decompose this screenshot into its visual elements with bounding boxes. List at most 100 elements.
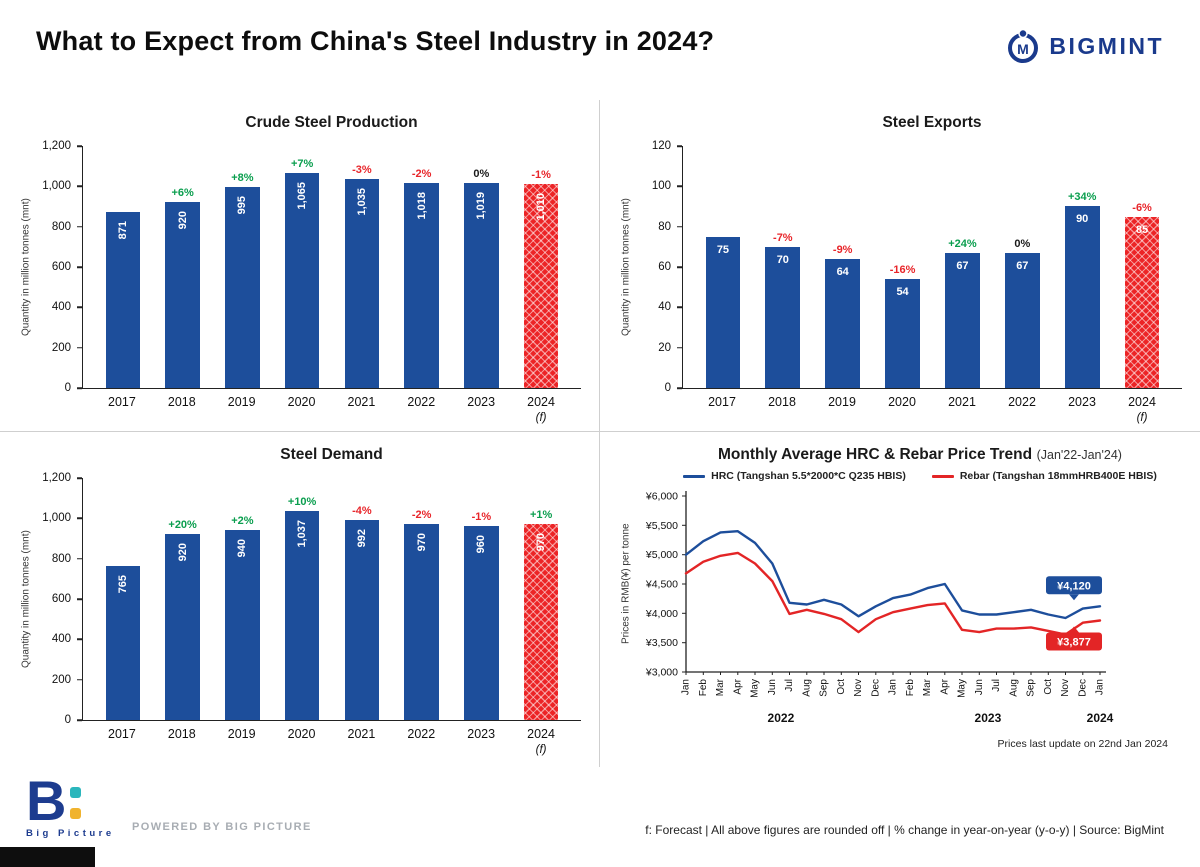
y-tick-label: 800 xyxy=(51,552,71,565)
svg-text:Oct: Oct xyxy=(836,679,847,695)
bar-column: +20% 920 xyxy=(153,478,213,720)
black-bar xyxy=(0,847,95,867)
y-tick-mark xyxy=(77,346,82,349)
y-axis-title: Prices in RMB(¥) per tonne xyxy=(620,523,632,645)
y-axis-title: Quantity in million tonnes (mnt) xyxy=(20,530,32,668)
svg-text:Oct: Oct xyxy=(1043,679,1054,695)
svg-text:Feb: Feb xyxy=(698,679,709,697)
y-tick-label: 100 xyxy=(651,180,671,193)
panel-crude-steel-production: Crude Steel Production Quantity in millio… xyxy=(0,100,600,432)
y-axis: 0 200 400 600 800 1,000 1,200 xyxy=(34,140,82,394)
bar-2021: 67 xyxy=(945,253,980,388)
svg-text:Jul: Jul xyxy=(991,679,1002,692)
x-tick-label: 2024 (f) xyxy=(1112,395,1172,425)
svg-text:Sep: Sep xyxy=(819,679,830,697)
big-picture-logo-text: Big Picture xyxy=(26,828,115,839)
header: What to Expect from China's Steel Indust… xyxy=(36,26,1164,64)
y-tick-label: 800 xyxy=(51,220,71,233)
pct-change-label: +1% xyxy=(529,509,553,521)
bar-2020: 54 xyxy=(885,279,920,388)
svg-text:Apr: Apr xyxy=(939,678,950,694)
pct-change-label: +6% xyxy=(171,187,194,199)
bar-2018: 920 xyxy=(165,534,200,720)
svg-text:¥3,877: ¥3,877 xyxy=(1057,637,1091,649)
footer: B Big Picture POWERED BY BIG PICTURE f: … xyxy=(0,767,1200,867)
y-tick-mark xyxy=(77,557,82,560)
legend-item: HRC (Tangshan 5.5*2000*C Q235 HBIS) xyxy=(683,470,906,482)
y-tick-mark xyxy=(77,185,82,188)
y-tick-mark xyxy=(677,225,682,228)
legend-line-swatch xyxy=(683,474,706,478)
y-tick-mark xyxy=(77,387,82,389)
svg-text:Jun: Jun xyxy=(767,679,778,695)
x-tick-label: 2022 xyxy=(407,395,436,409)
forecast-mark: (f) xyxy=(1136,411,1148,424)
bar-column: 765 xyxy=(93,478,153,720)
big-picture-colon-icon xyxy=(70,787,82,820)
y-tick-label: 0 xyxy=(64,382,71,394)
y-tick-mark xyxy=(677,346,682,349)
svg-text:Dec: Dec xyxy=(1077,679,1088,697)
legend-item: Rebar (Tangshan 18mmHRB400E HBIS) xyxy=(931,470,1157,482)
big-picture-logo: B Big Picture xyxy=(26,773,126,839)
y-tick-mark xyxy=(677,185,682,188)
y-tick-mark xyxy=(677,387,682,389)
pct-change-label: -3% xyxy=(352,164,372,176)
pct-change-label: 0% xyxy=(473,168,490,180)
svg-text:¥5,500: ¥5,500 xyxy=(645,520,678,532)
bar-value-label: 960 xyxy=(475,535,488,554)
bar-2022: 970 xyxy=(404,524,439,720)
svg-text:May: May xyxy=(750,679,761,698)
pct-change-label: +20% xyxy=(168,519,197,531)
pct-change-label: +2% xyxy=(231,515,254,527)
x-tick-label: 2019 xyxy=(828,395,856,409)
x-tick-label: 2018 xyxy=(768,395,796,409)
plot-area: 871 +6% 920 +8% 995 +7% 1,065 -3% 1,035 -2% 1,018 0… xyxy=(82,146,581,389)
footnote: f: Forecast | All above figures are roun… xyxy=(645,823,1164,837)
y-tick-label: 600 xyxy=(51,593,71,605)
bar-column: +2% 940 xyxy=(213,478,273,720)
y-axis: 0 200 400 600 800 1,000 1,200 xyxy=(34,472,82,726)
bar-value-label: 765 xyxy=(116,575,129,594)
bar-value-label: 67 xyxy=(1016,260,1029,272)
bar-2020: 1,037 xyxy=(284,511,320,720)
plot-area: 765 +20% 920 +2% 940 +10% 1,037 -4% 992 -2% 970 -1%… xyxy=(82,478,581,721)
y-tick-mark xyxy=(77,225,82,228)
y-tick-label: 1,200 xyxy=(42,472,71,484)
y-tick-label: 400 xyxy=(51,633,71,646)
bar-value-label: 871 xyxy=(116,221,129,240)
y-axis-title: Quantity in million tonnes (mnt) xyxy=(620,198,632,336)
price-trend-plot: ¥3,000 ¥3,500 ¥4,000 ¥4,500 ¥5,000 ¥5,500 ¥6,0… xyxy=(645,491,1114,726)
bar-2023: 1,019 xyxy=(464,183,499,388)
chart-title: Monthly Average HRC & Rebar Price Trend … xyxy=(718,446,1122,463)
y-tick-label: 400 xyxy=(51,301,71,314)
bar-2024: 1,010 xyxy=(523,184,559,388)
legend-line-swatch xyxy=(931,474,954,478)
chart-title: Steel Demand xyxy=(280,446,383,463)
y-tick-label: 120 xyxy=(651,140,671,152)
price-update-note: Prices last update on 22nd Jan 2024 xyxy=(997,738,1168,750)
svg-text:Nov: Nov xyxy=(853,679,864,697)
y-tick-mark xyxy=(677,266,682,268)
y-tick-label: 600 xyxy=(51,261,71,273)
panel-steel-exports: Steel Exports Quantity in million tonnes … xyxy=(600,100,1200,432)
y-tick-label: 1,000 xyxy=(42,180,71,193)
bar-value-label: 920 xyxy=(176,543,189,562)
bar-value-label: 67 xyxy=(956,260,969,272)
y-tick-label: 60 xyxy=(658,261,671,273)
x-tick-label: 2024 (f) xyxy=(511,727,571,757)
bar-value-label: 75 xyxy=(716,244,730,256)
bar-column: +8% 995 xyxy=(213,146,273,388)
y-tick-label: 200 xyxy=(51,673,71,686)
bar-value-label: 1,037 xyxy=(296,520,309,548)
bar-column: +1% 970 xyxy=(511,478,571,720)
bar-column: +24% 67 xyxy=(933,146,993,388)
bar-value-label: 90 xyxy=(1076,213,1089,225)
y-tick-label: 0 xyxy=(64,714,71,726)
svg-text:Aug: Aug xyxy=(801,679,812,697)
x-tick-label: 2019 xyxy=(227,727,256,741)
bar-value-label: 1,035 xyxy=(355,188,368,216)
x-tick-label: 2018 xyxy=(167,727,196,741)
steel-demand-chart: Steel Demand Quantity in million tonnes (… xyxy=(18,446,581,757)
svg-text:Jan: Jan xyxy=(681,679,692,695)
